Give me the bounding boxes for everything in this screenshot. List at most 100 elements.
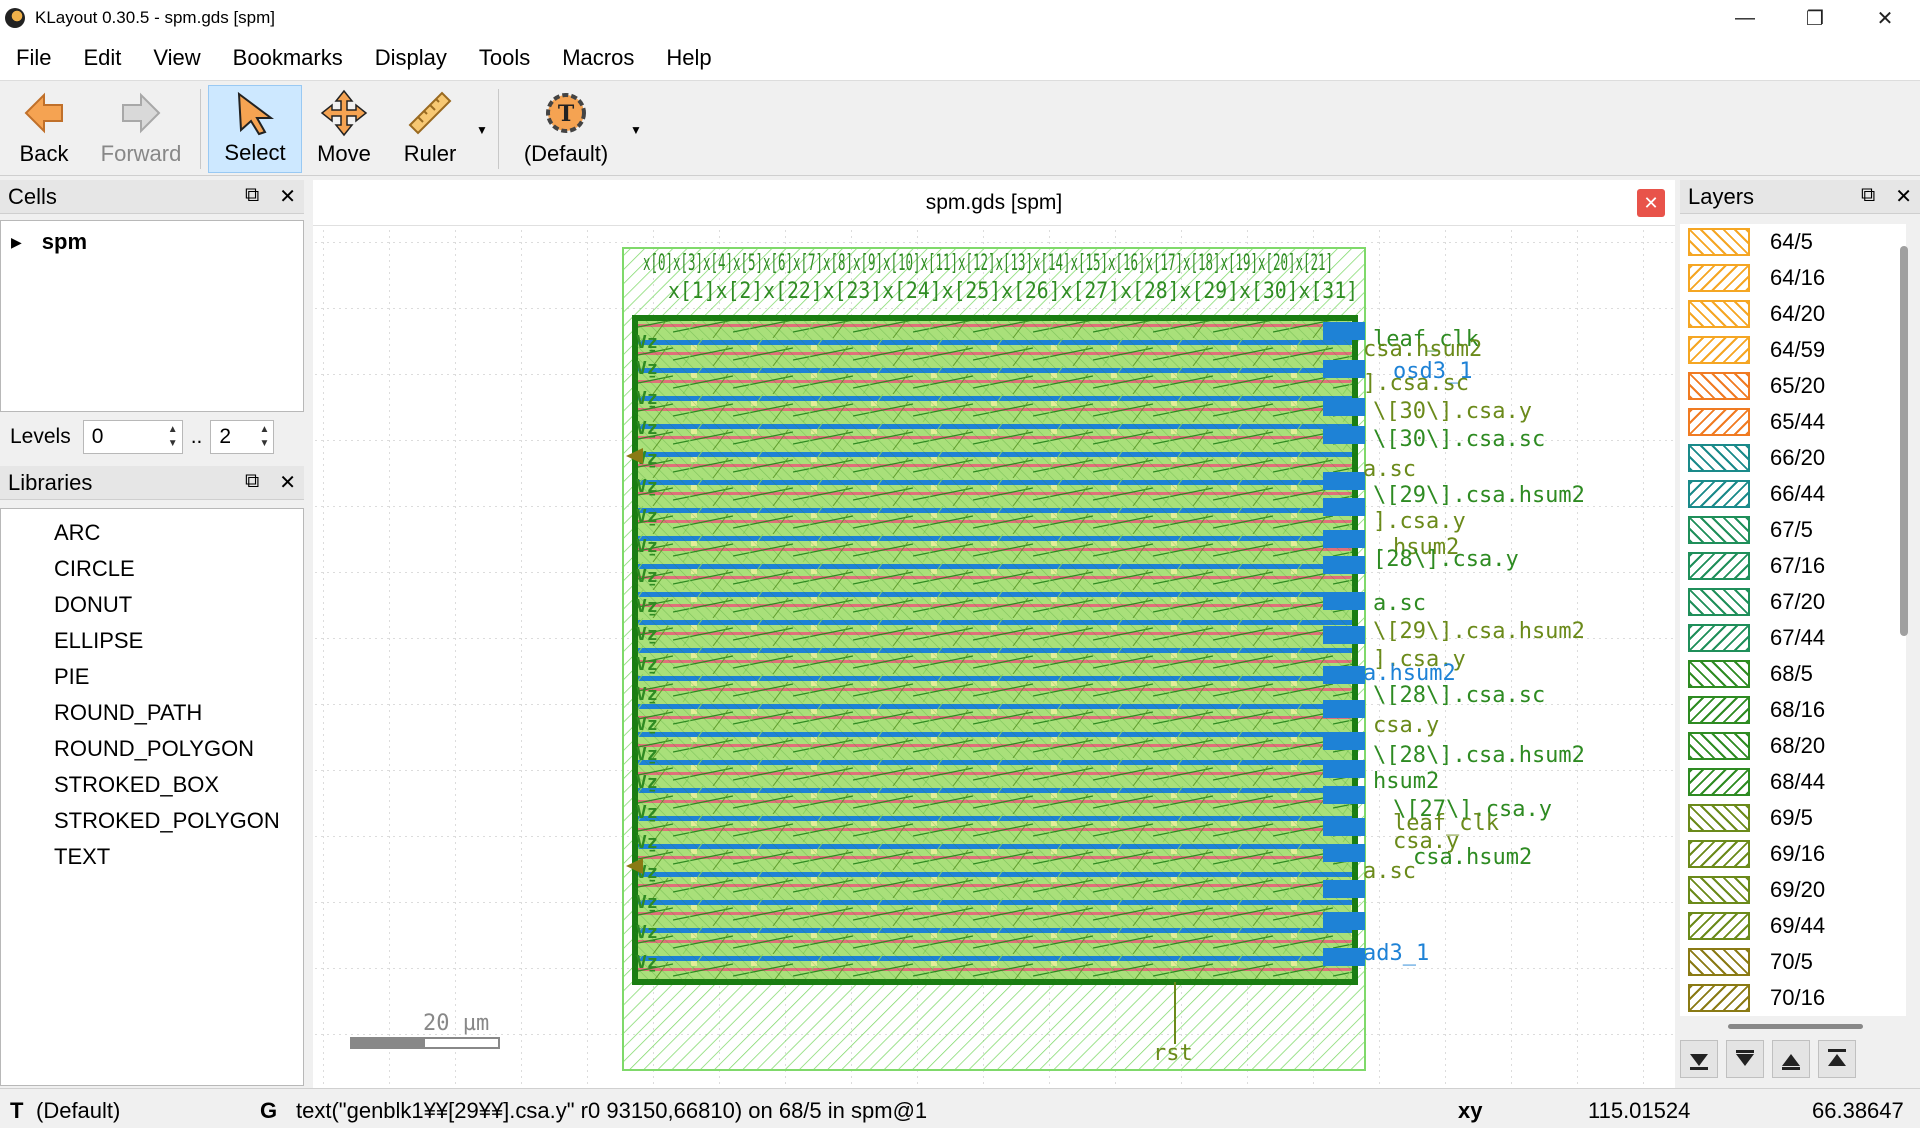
forward-button[interactable]: Forward bbox=[96, 85, 186, 173]
menu-macros[interactable]: Macros bbox=[562, 45, 635, 70]
default-dropdown-icon[interactable]: ▼ bbox=[630, 123, 642, 137]
layer-move-top-button[interactable] bbox=[1818, 1040, 1856, 1078]
library-item[interactable]: ROUND_POLYGON bbox=[54, 736, 255, 761]
libraries-close-icon[interactable]: ✕ bbox=[279, 472, 296, 494]
menu-edit[interactable]: Edit bbox=[83, 45, 122, 70]
close-layout-button[interactable]: ✕ bbox=[1637, 189, 1665, 217]
spin-arrows-icon[interactable]: ▲ ▼ bbox=[167, 424, 178, 449]
ruler-button[interactable]: Ruler bbox=[395, 85, 465, 173]
menu-help[interactable]: Help bbox=[666, 45, 712, 70]
layer-swatch-icon bbox=[1688, 768, 1750, 796]
cells-close-icon[interactable]: ✕ bbox=[279, 186, 296, 208]
minimize-button[interactable]: — bbox=[1735, 6, 1755, 29]
layer-list[interactable]: 64/5 64/16 64/20 64/59 65/20 65/44 66/20 66/44 6… bbox=[1680, 224, 1906, 1016]
menu-file[interactable]: File bbox=[16, 45, 52, 70]
levels-to-value: 2 bbox=[219, 425, 232, 448]
libraries-float-icon[interactable]: ⧉ bbox=[244, 470, 260, 492]
spin-arrows-icon[interactable]: ▲ ▼ bbox=[259, 424, 270, 449]
layer-row[interactable]: 65/44 bbox=[1680, 404, 1906, 440]
layer-row[interactable]: 70/16 bbox=[1680, 980, 1906, 1016]
levels-to-spinbox[interactable]: 2 ▲ ▼ bbox=[210, 420, 275, 454]
layer-name: 69/44 bbox=[1770, 913, 1826, 938]
menu-bar: File Edit View Bookmarks Display Tools M… bbox=[0, 36, 1920, 80]
layer-name: 69/20 bbox=[1770, 877, 1826, 902]
layer-move-down-button[interactable] bbox=[1726, 1040, 1764, 1078]
layer-row[interactable]: 69/5 bbox=[1680, 800, 1906, 836]
svg-text:Vẕ: Vẕ bbox=[636, 714, 658, 735]
layer-row[interactable]: 67/44 bbox=[1680, 620, 1906, 656]
layer-row[interactable]: 70/5 bbox=[1680, 944, 1906, 980]
layer-row[interactable]: 64/59 bbox=[1680, 332, 1906, 368]
layer-row[interactable]: 68/5 bbox=[1680, 656, 1906, 692]
layers-float-icon[interactable]: ⧉ bbox=[1860, 184, 1876, 206]
layer-row[interactable]: 67/20 bbox=[1680, 584, 1906, 620]
layer-swatch-icon bbox=[1688, 228, 1750, 256]
default-template-button[interactable]: T (Default) bbox=[516, 85, 616, 173]
layer-row[interactable]: 69/16 bbox=[1680, 836, 1906, 872]
library-item[interactable]: DONUT bbox=[54, 592, 133, 617]
move-button[interactable]: Move bbox=[312, 85, 376, 173]
menu-display[interactable]: Display bbox=[374, 45, 447, 70]
net-label: [28\].csa.y bbox=[1373, 547, 1519, 572]
library-item[interactable]: ROUND_PATH bbox=[54, 700, 203, 725]
layout-view[interactable]: Vẕ Vẕ Vẕ Vẕ Vẕ Vẕ Vẕ Vẕ Vẕ Vẕ Vẕ Vẕ Vẕ Vẕ Vẕ Vẕ Vẕ V… bbox=[313, 226, 1675, 1088]
layer-name: 70/16 bbox=[1770, 985, 1826, 1010]
svg-text:Vẕ: Vẕ bbox=[636, 802, 658, 823]
net-label: ].csa.y bbox=[1373, 647, 1466, 672]
select-button[interactable]: Select bbox=[208, 85, 302, 173]
layer-row[interactable]: 69/44 bbox=[1680, 908, 1906, 944]
cells-float-icon[interactable]: ⧉ bbox=[244, 184, 260, 206]
restore-button[interactable]: ❐ bbox=[1806, 7, 1824, 30]
library-item[interactable]: PIE bbox=[54, 664, 90, 689]
layer-row[interactable]: 65/20 bbox=[1680, 368, 1906, 404]
menu-view[interactable]: View bbox=[153, 45, 201, 70]
ruler-label: Ruler bbox=[403, 141, 457, 166]
library-item[interactable]: TEXT bbox=[54, 844, 111, 869]
layer-row[interactable]: 64/5 bbox=[1680, 224, 1906, 260]
select-cursor-icon bbox=[237, 91, 274, 136]
layer-move-up-button[interactable] bbox=[1772, 1040, 1810, 1078]
select-label: Select bbox=[224, 140, 286, 165]
layer-row[interactable]: 66/20 bbox=[1680, 440, 1906, 476]
layer-name: 64/59 bbox=[1770, 337, 1826, 362]
title-bar: KLayout 0.30.5 - spm.gds [spm] — ❐ ✕ bbox=[0, 0, 1920, 36]
menu-bookmarks[interactable]: Bookmarks bbox=[232, 45, 343, 70]
layer-row[interactable]: 68/44 bbox=[1680, 764, 1906, 800]
layer-swatch-icon bbox=[1688, 876, 1750, 904]
library-item[interactable]: STROKED_POLYGON bbox=[54, 808, 280, 833]
library-item[interactable]: ARC bbox=[54, 520, 101, 545]
library-item[interactable]: CIRCLE bbox=[54, 556, 135, 581]
text-gear-icon: T bbox=[546, 93, 586, 133]
levels-from-spinbox[interactable]: 0 ▲ ▼ bbox=[82, 420, 183, 454]
layer-row[interactable]: 68/16 bbox=[1680, 692, 1906, 728]
expand-triangle-icon[interactable]: ▶ bbox=[11, 233, 22, 250]
layer-row[interactable]: 64/16 bbox=[1680, 260, 1906, 296]
cell-tree-item-spm[interactable]: ▶ spm bbox=[1, 221, 303, 263]
layer-row[interactable]: 64/20 bbox=[1680, 296, 1906, 332]
layers-close-icon[interactable]: ✕ bbox=[1895, 186, 1912, 208]
cells-dock-header: Cells ⧉ ✕ bbox=[0, 180, 304, 214]
layer-row[interactable]: 69/20 bbox=[1680, 872, 1906, 908]
library-item[interactable]: ELLIPSE bbox=[54, 628, 144, 653]
net-label: \[30\].csa.y bbox=[1373, 399, 1532, 424]
library-item[interactable]: STROKED_BOX bbox=[54, 772, 220, 797]
levels-from-value: 0 bbox=[91, 425, 104, 448]
net-label: ad3_1 bbox=[1363, 941, 1429, 966]
net-label: csa.hsum2 bbox=[1363, 337, 1482, 362]
layer-row[interactable]: 67/5 bbox=[1680, 512, 1906, 548]
back-button[interactable]: Back bbox=[10, 85, 78, 173]
close-window-button[interactable]: ✕ bbox=[1876, 7, 1894, 30]
ruler-dropdown-icon[interactable]: ▼ bbox=[476, 123, 488, 137]
net-label: csa.y bbox=[1373, 713, 1439, 738]
mode-value: (Default) bbox=[36, 1098, 121, 1123]
layer-row[interactable]: 68/20 bbox=[1680, 728, 1906, 764]
layout-canvas[interactable]: Vẕ Vẕ Vẕ Vẕ Vẕ Vẕ Vẕ Vẕ Vẕ Vẕ Vẕ Vẕ Vẕ Vẕ Vẕ Vẕ Vẕ V… bbox=[313, 226, 1675, 1088]
svg-text:Vẕ: Vẕ bbox=[636, 684, 658, 705]
layers-vertical-scrollbar[interactable] bbox=[1900, 246, 1908, 636]
layer-row[interactable]: 66/44 bbox=[1680, 476, 1906, 512]
menu-tools[interactable]: Tools bbox=[478, 45, 531, 70]
layer-move-bottom-button[interactable] bbox=[1680, 1040, 1718, 1078]
layers-horizontal-scrollbar[interactable] bbox=[1728, 1024, 1863, 1029]
layer-row[interactable]: 67/16 bbox=[1680, 548, 1906, 584]
rst-pin-label: rst bbox=[1153, 1041, 1193, 1066]
